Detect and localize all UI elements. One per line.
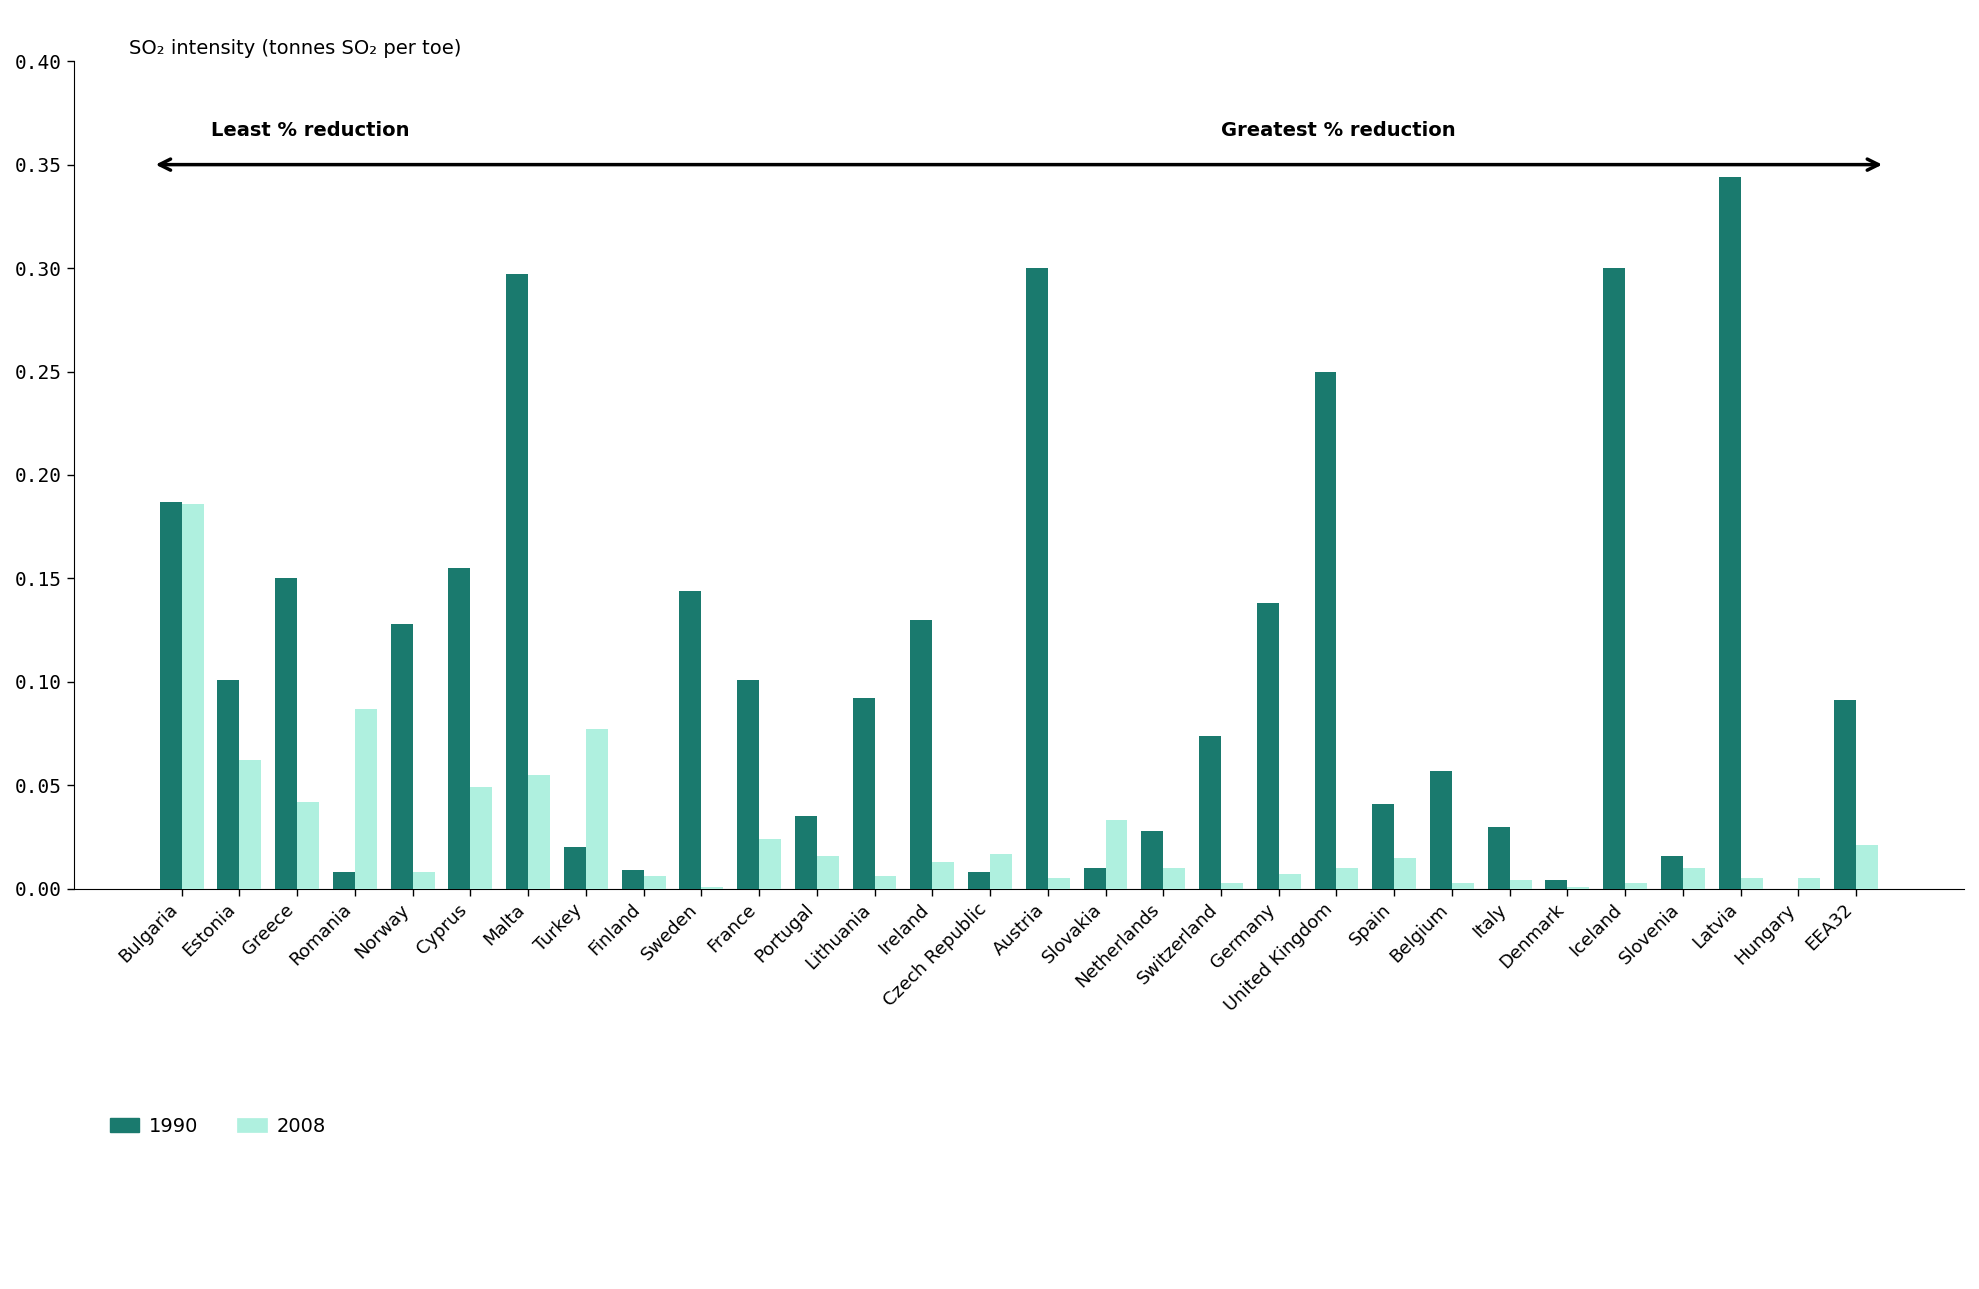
Bar bbox=[1142, 831, 1164, 889]
Bar bbox=[586, 730, 608, 889]
Bar bbox=[1199, 736, 1221, 889]
Bar bbox=[968, 873, 990, 889]
Bar bbox=[1164, 867, 1185, 889]
Bar bbox=[910, 620, 932, 889]
Legend: 1990, 2008: 1990, 2008 bbox=[103, 1110, 332, 1143]
Bar bbox=[1856, 846, 1878, 889]
Bar bbox=[875, 877, 896, 889]
Bar bbox=[1567, 887, 1589, 889]
Bar bbox=[1047, 878, 1071, 889]
Bar bbox=[796, 816, 817, 889]
Bar bbox=[990, 853, 1011, 889]
Bar bbox=[853, 699, 875, 889]
Bar bbox=[332, 873, 354, 889]
Bar bbox=[1431, 771, 1453, 889]
Text: Greatest % reduction: Greatest % reduction bbox=[1221, 121, 1457, 139]
Bar bbox=[1660, 856, 1682, 889]
Bar bbox=[1625, 883, 1647, 889]
Bar bbox=[1603, 268, 1625, 889]
Bar bbox=[414, 873, 435, 889]
Bar bbox=[643, 877, 665, 889]
Bar bbox=[1742, 878, 1763, 889]
Bar bbox=[449, 568, 471, 889]
Bar bbox=[1221, 883, 1243, 889]
Bar bbox=[528, 775, 550, 889]
Bar bbox=[390, 624, 414, 889]
Bar bbox=[1488, 826, 1510, 889]
Bar bbox=[182, 504, 204, 889]
Bar bbox=[1084, 867, 1106, 889]
Bar bbox=[354, 709, 376, 889]
Text: SO₂ intensity (tonnes SO₂ per toe): SO₂ intensity (tonnes SO₂ per toe) bbox=[129, 39, 461, 58]
Bar bbox=[160, 501, 182, 889]
Bar bbox=[701, 887, 722, 889]
Bar bbox=[817, 856, 839, 889]
Bar bbox=[297, 802, 319, 889]
Bar bbox=[1835, 700, 1856, 889]
Bar bbox=[932, 862, 954, 889]
Bar bbox=[760, 839, 782, 889]
Bar bbox=[1025, 268, 1047, 889]
Bar bbox=[1453, 883, 1474, 889]
Bar bbox=[1314, 371, 1336, 889]
Bar bbox=[1336, 867, 1358, 889]
Bar bbox=[1278, 874, 1300, 889]
Text: Least % reduction: Least % reduction bbox=[210, 121, 410, 139]
Bar bbox=[1371, 804, 1395, 889]
Bar bbox=[1682, 867, 1704, 889]
Bar bbox=[218, 679, 239, 889]
Bar bbox=[1395, 857, 1417, 889]
Bar bbox=[1799, 878, 1821, 889]
Bar bbox=[239, 761, 261, 889]
Bar bbox=[564, 847, 586, 889]
Bar bbox=[1106, 821, 1128, 889]
Bar bbox=[1546, 880, 1567, 889]
Bar bbox=[1510, 880, 1532, 889]
Bar bbox=[507, 275, 528, 889]
Bar bbox=[679, 590, 701, 889]
Bar bbox=[1257, 603, 1278, 889]
Bar bbox=[275, 579, 297, 889]
Bar bbox=[1718, 177, 1742, 889]
Bar bbox=[621, 870, 643, 889]
Bar bbox=[736, 679, 760, 889]
Bar bbox=[471, 788, 493, 889]
